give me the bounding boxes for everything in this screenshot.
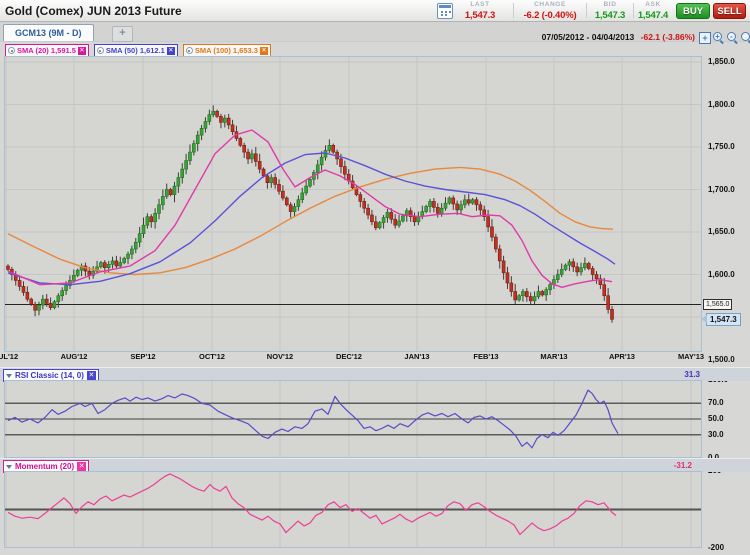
date-range-text: 07/05/2012 - 04/04/2013	[542, 32, 635, 42]
month-label: NOV'12	[262, 353, 298, 361]
momentum-panel-header: Momentum (20) ✕ -31.2	[0, 458, 750, 472]
legend-label: SMA (50) 1,612.1	[106, 45, 165, 56]
rsi-panel-header: RSI Classic (14, 0) ✕ 31.3	[0, 367, 750, 381]
ask-value: 1,547.4	[631, 11, 675, 21]
momentum-axis-label: -200	[708, 544, 724, 552]
month-label: JAN'13	[399, 353, 435, 361]
close-icon[interactable]: ✕	[260, 47, 268, 55]
change-label: CHANGE	[515, 2, 585, 9]
month-label: MAR'13	[536, 353, 572, 361]
rsi-axis-label: 50.0	[708, 415, 724, 423]
zoom-toolbar: + + -	[699, 32, 750, 44]
close-icon[interactable]: ✕	[167, 47, 175, 55]
last-label: LAST	[450, 2, 510, 9]
price-axis-label: 1,800.0	[708, 101, 735, 109]
ask-label: ASK	[631, 2, 675, 9]
momentum-value: -31.2	[652, 461, 692, 470]
rsi-axis-label: 30.0	[708, 431, 724, 439]
month-label: DEC'12	[331, 353, 367, 361]
price-axis-label: 1,750.0	[708, 143, 735, 151]
period-change: -62.1 (-3.86%)	[641, 32, 695, 42]
month-label: APR'13	[604, 353, 640, 361]
add-tab-button[interactable]: +	[112, 26, 133, 42]
legend-label: SMA (20) 1,591.5	[17, 45, 76, 56]
date-range: 07/05/2012 - 04/04/2013 -62.1 (-3.86%)	[300, 32, 695, 42]
month-label: MAY'13	[673, 353, 709, 361]
change-value: -6.2 (-0.40%)	[515, 11, 585, 21]
month-label: AUG'12	[56, 353, 92, 361]
last-value: 1,547.3	[450, 11, 510, 21]
divider	[513, 3, 514, 18]
ask-quote: ASK 1,547.4	[631, 2, 675, 20]
support-line-price-tag: 1,565.0	[703, 299, 732, 310]
price-axis-label: 1,850.0	[708, 58, 735, 66]
bid-value: 1,547.3	[588, 11, 632, 21]
bid-label: BID	[588, 2, 632, 9]
price-axis-label: 1,600.0	[708, 271, 735, 279]
collapse-arrow-icon[interactable]	[6, 465, 12, 469]
zoom-in-icon[interactable]: +	[713, 32, 725, 44]
rsi-value: 31.3	[660, 370, 700, 379]
price-axis-label: 1,500.0	[708, 356, 735, 364]
price-axis-label: 1,650.0	[708, 228, 735, 236]
sell-button[interactable]: SELL	[713, 3, 746, 19]
tab-gcm13[interactable]: GCM13 (9M - D)	[3, 24, 94, 41]
buy-button[interactable]: BUY	[676, 3, 710, 19]
rsi-chart-canvas[interactable]	[4, 380, 702, 458]
sma-dot-icon	[8, 47, 15, 54]
zoom-out-icon[interactable]: -	[727, 32, 739, 44]
sma-dot-icon	[186, 47, 193, 54]
last-quote: LAST 1,547.3	[450, 2, 510, 20]
quote-bar: Gold (Comex) JUN 2013 Future LAST 1,547.…	[0, 0, 750, 22]
price-axis-label: 1,700.0	[708, 186, 735, 194]
month-label: FEB'13	[468, 353, 504, 361]
bid-quote: BID 1,547.3	[588, 2, 632, 20]
close-icon[interactable]: ✕	[77, 462, 86, 471]
expand-icon[interactable]: +	[699, 32, 711, 44]
divider	[586, 3, 587, 18]
instrument-title: Gold (Comex) JUN 2013 Future	[5, 4, 182, 18]
trading-chart-window: Gold (Comex) JUN 2013 Future LAST 1,547.…	[0, 0, 750, 555]
month-label: JUL'12	[0, 353, 24, 361]
close-icon[interactable]: ✕	[87, 371, 96, 380]
sma-dot-icon	[97, 47, 104, 54]
collapse-arrow-icon[interactable]	[6, 374, 12, 378]
month-label: OCT'12	[194, 353, 230, 361]
last-price-tag: 1,547.3	[706, 313, 741, 326]
momentum-chart-canvas[interactable]	[4, 471, 702, 548]
rsi-axis-label: 70.0	[708, 399, 724, 407]
legend-label: SMA (100) 1,653.3	[195, 45, 258, 56]
month-label: SEP'12	[125, 353, 161, 361]
zoom-reset-icon[interactable]	[741, 32, 750, 44]
change-quote: CHANGE -6.2 (-0.40%)	[515, 2, 585, 20]
close-icon[interactable]: ✕	[78, 47, 86, 55]
price-chart-canvas[interactable]	[4, 56, 702, 352]
